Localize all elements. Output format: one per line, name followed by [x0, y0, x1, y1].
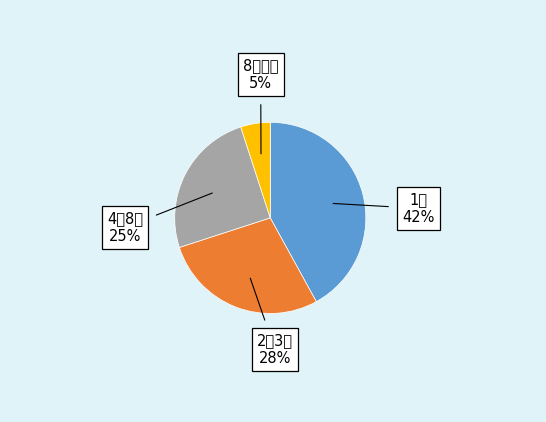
Wedge shape: [241, 122, 270, 218]
Text: 2～3回
28%: 2～3回 28%: [250, 278, 293, 366]
Text: 4～8回
25%: 4～8回 25%: [107, 193, 212, 243]
Wedge shape: [270, 122, 366, 302]
Text: 8回以上
5%: 8回以上 5%: [243, 58, 278, 154]
Wedge shape: [175, 127, 270, 247]
Wedge shape: [180, 218, 316, 314]
Text: 1回
42%: 1回 42%: [333, 192, 435, 225]
